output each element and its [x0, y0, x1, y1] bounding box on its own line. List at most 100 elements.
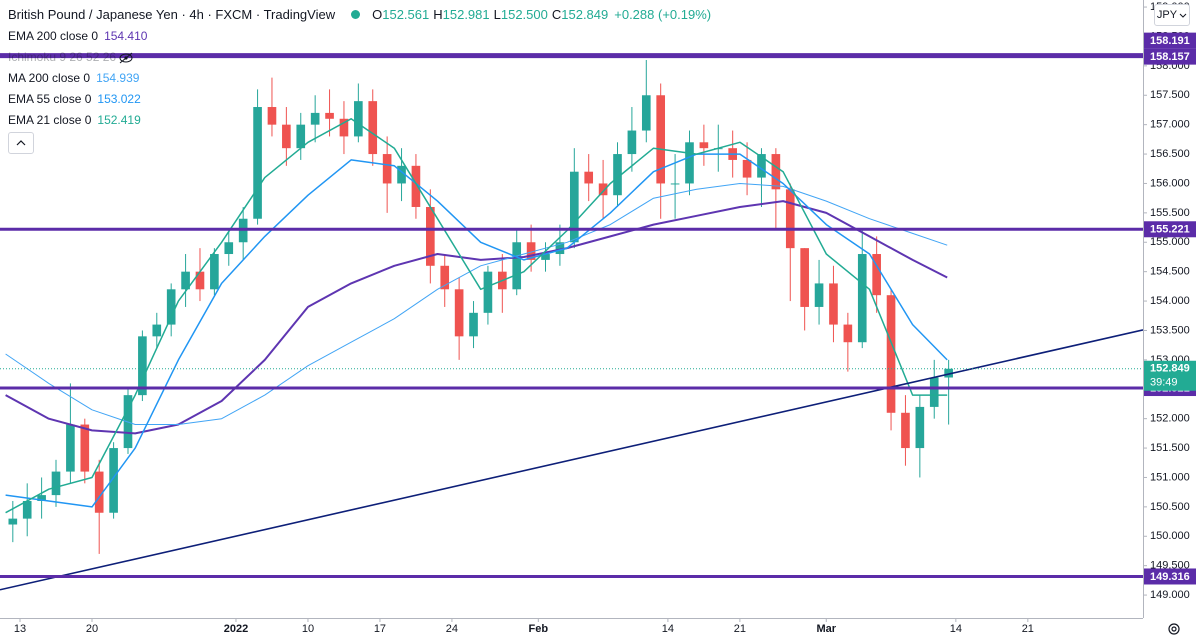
- candle-body: [440, 265, 450, 290]
- candle-body: [195, 271, 205, 290]
- candle-body: [253, 107, 262, 219]
- indicator-value: 152.419: [97, 113, 141, 127]
- x-tick-label: 21: [1022, 623, 1034, 635]
- indicator-name: EMA 55 close 0: [8, 92, 92, 106]
- level-price-box: [1144, 568, 1196, 585]
- currency-button[interactable]: JPY: [1154, 4, 1190, 26]
- market-status: [351, 10, 361, 19]
- hidden-eye-icon[interactable]: [118, 52, 134, 64]
- x-tick-label: 17: [374, 623, 386, 635]
- candle-body: [37, 495, 46, 501]
- candle-body: [641, 95, 651, 131]
- candle-body: [8, 518, 18, 525]
- y-tick-label: 156.500: [1150, 148, 1190, 160]
- moving-average-line: [5, 183, 948, 425]
- candle-body: [699, 142, 709, 149]
- candle-body: [685, 142, 694, 184]
- candle-body: [296, 124, 306, 149]
- level-price-label: 158.191: [1150, 35, 1190, 47]
- indicator-name: Ichimoku 9 26 52 26: [8, 50, 117, 64]
- candle-body: [310, 112, 320, 125]
- candle-body: [109, 448, 118, 513]
- y-tick-label: 155.500: [1150, 207, 1190, 219]
- countdown-label: 39:49: [1150, 377, 1178, 389]
- candle-body: [872, 254, 881, 296]
- candle-body: [483, 271, 493, 313]
- candle-body: [886, 295, 896, 413]
- y-tick-label: 157.000: [1150, 119, 1190, 131]
- candle-body: [944, 368, 953, 378]
- candle-body: [94, 471, 104, 513]
- candle-body: [152, 324, 162, 337]
- x-tick-label: 13: [14, 623, 26, 635]
- candle-body: [397, 165, 406, 184]
- candle-body: [382, 154, 392, 184]
- candle-body: [915, 406, 925, 449]
- last-price-label: 152.849: [1150, 363, 1190, 375]
- candle-body: [901, 412, 910, 449]
- collapse-legend[interactable]: [8, 132, 34, 154]
- candle-body: [584, 171, 594, 184]
- candle-body: [814, 283, 824, 307]
- level-price-label: 158.157: [1150, 51, 1190, 63]
- candle-body: [454, 289, 464, 337]
- y-tick-label: 156.000: [1150, 177, 1190, 189]
- indicator-row: EMA 55 close 0 153.022: [8, 92, 141, 106]
- candle-body: [80, 424, 90, 472]
- candle-body: [469, 312, 478, 337]
- candle-body: [656, 95, 666, 184]
- settings-button[interactable]: [1162, 618, 1186, 640]
- moving-average-line: [5, 200, 948, 435]
- candle-body: [339, 118, 349, 137]
- ohlc-value: 152.849: [561, 7, 609, 22]
- indicator-name: EMA 200 close 0: [8, 29, 99, 43]
- level-price-label: 149.316: [1150, 571, 1190, 583]
- candle-body: [166, 289, 176, 325]
- chevron-icon: [1179, 13, 1187, 18]
- ohlc-value: 152.500: [500, 7, 548, 22]
- indicator-name: EMA 21 close 0: [8, 113, 92, 127]
- candle-body: [22, 500, 32, 519]
- candle-body: [66, 424, 75, 472]
- ohlc-key: L: [493, 7, 501, 22]
- y-tick-label: 150.000: [1150, 530, 1190, 542]
- price-change: +0.288 (+0.19%): [614, 7, 712, 22]
- indicator-row: EMA 21 close 0 152.419: [8, 113, 141, 127]
- indicator-value: 154.410: [104, 29, 148, 43]
- ohlc-key: C: [551, 7, 562, 22]
- ohlc-key: O: [372, 7, 383, 22]
- candle-body: [210, 254, 219, 290]
- candle-body: [267, 107, 277, 125]
- candle-body: [426, 206, 435, 266]
- candle-body: [181, 271, 190, 290]
- y-tick-label: 151.500: [1150, 442, 1190, 454]
- symbol-header: British Pound / Japanese Yen · 4h · FXCM…: [8, 7, 711, 22]
- x-tick-label: 14: [950, 623, 962, 635]
- x-tick-label: 14: [662, 623, 674, 635]
- x-tick-label: 2022: [224, 623, 248, 635]
- y-tick-label: 157.500: [1150, 89, 1190, 101]
- ohlc-value: 152.981: [442, 7, 490, 22]
- candle-body: [598, 183, 608, 196]
- candle-body: [613, 154, 622, 196]
- currency-label: JPY: [1156, 9, 1178, 21]
- level-price-label: 155.221: [1150, 224, 1190, 236]
- candle-body: [829, 283, 838, 325]
- indicator-row: EMA 200 close 0 154.410: [8, 29, 147, 43]
- y-tick-label: 153.500: [1150, 324, 1190, 336]
- indicator-value: 154.939: [96, 71, 140, 85]
- y-tick-label: 150.500: [1150, 501, 1190, 513]
- candle-body: [512, 242, 522, 290]
- level-price-box: [1144, 221, 1196, 238]
- candle-body: [526, 242, 536, 260]
- gear-icon: [1168, 623, 1180, 635]
- level-price-box: [1144, 48, 1196, 65]
- candle-body: [354, 101, 363, 137]
- candle-body: [569, 171, 579, 243]
- indicator-name: MA 200 close 0: [8, 71, 91, 85]
- candle-body: [411, 165, 421, 207]
- candle-body: [800, 248, 809, 307]
- y-tick-label: 151.000: [1150, 471, 1190, 483]
